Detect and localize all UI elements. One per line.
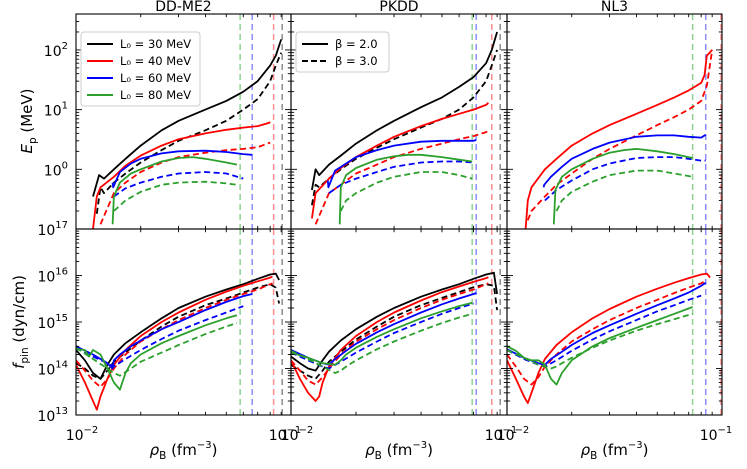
series-L30-beta3 — [95, 52, 283, 214]
series-L30-beta3 — [76, 283, 280, 380]
series-L80-beta3 — [76, 322, 238, 377]
panel-plot-area — [92, 14, 283, 229]
series-L80-beta2 — [76, 314, 238, 391]
series-L40-beta3 — [291, 282, 489, 386]
xtick-label-c1-1: 10−1 — [485, 425, 518, 444]
ytick-label-r0-3: 1017 — [37, 220, 68, 239]
ytick-label-r1-2: 1014 — [37, 360, 68, 379]
legend-label-1: L₀ = 40 MeV — [120, 54, 191, 68]
series-L60-beta2 — [507, 281, 707, 366]
ytick-label-r0-1: 101 — [44, 101, 68, 120]
series-L30-beta2 — [291, 271, 498, 372]
panel-r1-c1: 10−2 10−1 ρB (fm−3) — [281, 228, 518, 462]
ylabel-row-1: fpin (dyn/cm) — [10, 275, 31, 369]
series-L40-beta2 — [76, 275, 273, 411]
series-L80-beta2 — [111, 156, 238, 225]
series-L40-beta2 — [291, 276, 489, 402]
series-L60-beta2 — [111, 149, 253, 189]
xlabel-c2: ρB (fm−3) — [581, 440, 649, 462]
series-L40-beta3 — [314, 129, 489, 225]
panel-plot-area — [311, 14, 501, 229]
column-title-2: NL3 — [601, 0, 628, 15]
legend-label-1: β = 3.0 — [335, 54, 378, 68]
series-L80-beta3 — [507, 312, 693, 370]
ylabel-row-0: Ep (MeV) — [18, 88, 39, 153]
series-L80-beta3 — [339, 171, 473, 212]
series-L80-beta3 — [113, 180, 238, 212]
legend-frame — [295, 31, 390, 73]
series-L60-beta2 — [542, 133, 707, 188]
column-title-1: PKDD — [379, 0, 418, 15]
series-L30-beta2 — [311, 31, 498, 191]
legend-label-0: L₀ = 30 MeV — [120, 37, 191, 51]
y-axis-labels: Ep (MeV) fpin (dyn/cm) — [10, 88, 39, 368]
series-L80-beta2 — [552, 147, 693, 225]
panel-frame — [506, 228, 723, 416]
series-L30-beta3 — [291, 283, 498, 380]
xtick-label-c2-1: 10−1 — [700, 425, 733, 444]
series-L40-beta3 — [526, 49, 714, 221]
series-L40-beta2 — [311, 102, 490, 219]
ytick-label-r0-0: 102 — [44, 41, 68, 60]
column-title-0: DD-ME2 — [155, 0, 211, 15]
ytick-label-r0-2: 100 — [44, 160, 68, 179]
ytick-label-r1-1: 1015 — [37, 313, 68, 332]
series-L60-beta2 — [76, 293, 253, 370]
series-L60-beta3 — [113, 171, 244, 198]
legend-frame — [80, 31, 201, 107]
series-L60-beta3 — [328, 160, 474, 194]
series-L80-beta2 — [338, 153, 473, 225]
xlabel-c1: ρB (fm−3) — [365, 440, 433, 462]
series-L60-beta2 — [326, 139, 477, 189]
ytick-label-r1-3: 1013 — [37, 406, 68, 425]
series-L60-beta3 — [76, 305, 244, 368]
panel-plot-area — [291, 229, 501, 415]
panel-plot-area — [507, 229, 722, 415]
xtick-label-c1-0: 10−2 — [281, 425, 314, 444]
xtick-label-c0-0: 10−2 — [66, 425, 99, 444]
ytick-label-r1-0: 1016 — [37, 267, 68, 286]
legend-beta: β = 2.0 β = 3.0 — [295, 31, 390, 73]
legend-label-2: L₀ = 60 MeV — [120, 71, 191, 85]
legend-label-0: β = 2.0 — [335, 37, 378, 51]
xtick-label-c2-0: 10−2 — [497, 425, 530, 444]
series-L30-beta2 — [76, 272, 280, 380]
series-L60-beta3 — [507, 294, 702, 368]
panel-r1-c2: 10−2 10−1 ρB (fm−3) — [497, 228, 733, 462]
series-L40-beta3 — [507, 280, 706, 386]
series-L40-beta2 — [507, 272, 711, 405]
legend-L0: L₀ = 30 MeV L₀ = 40 MeV L₀ = 60 MeV L₀ = 80… — [80, 31, 201, 107]
series-L40-beta2 — [92, 121, 271, 229]
series-L40-beta2 — [524, 49, 713, 229]
legend-label-3: L₀ = 80 MeV — [120, 88, 191, 102]
series-L80-beta2 — [291, 301, 473, 366]
xlabel-c0: ρB (fm−3) — [150, 440, 218, 462]
panel-r0-c1: PKDD — [290, 0, 508, 230]
series-L80-beta3 — [555, 169, 693, 212]
panel-plot-area — [76, 229, 283, 415]
panel-r0-c2: NL3 — [506, 0, 723, 230]
xtick-label-c0-1: 10−1 — [269, 425, 302, 444]
series-L30-beta2 — [92, 39, 283, 197]
